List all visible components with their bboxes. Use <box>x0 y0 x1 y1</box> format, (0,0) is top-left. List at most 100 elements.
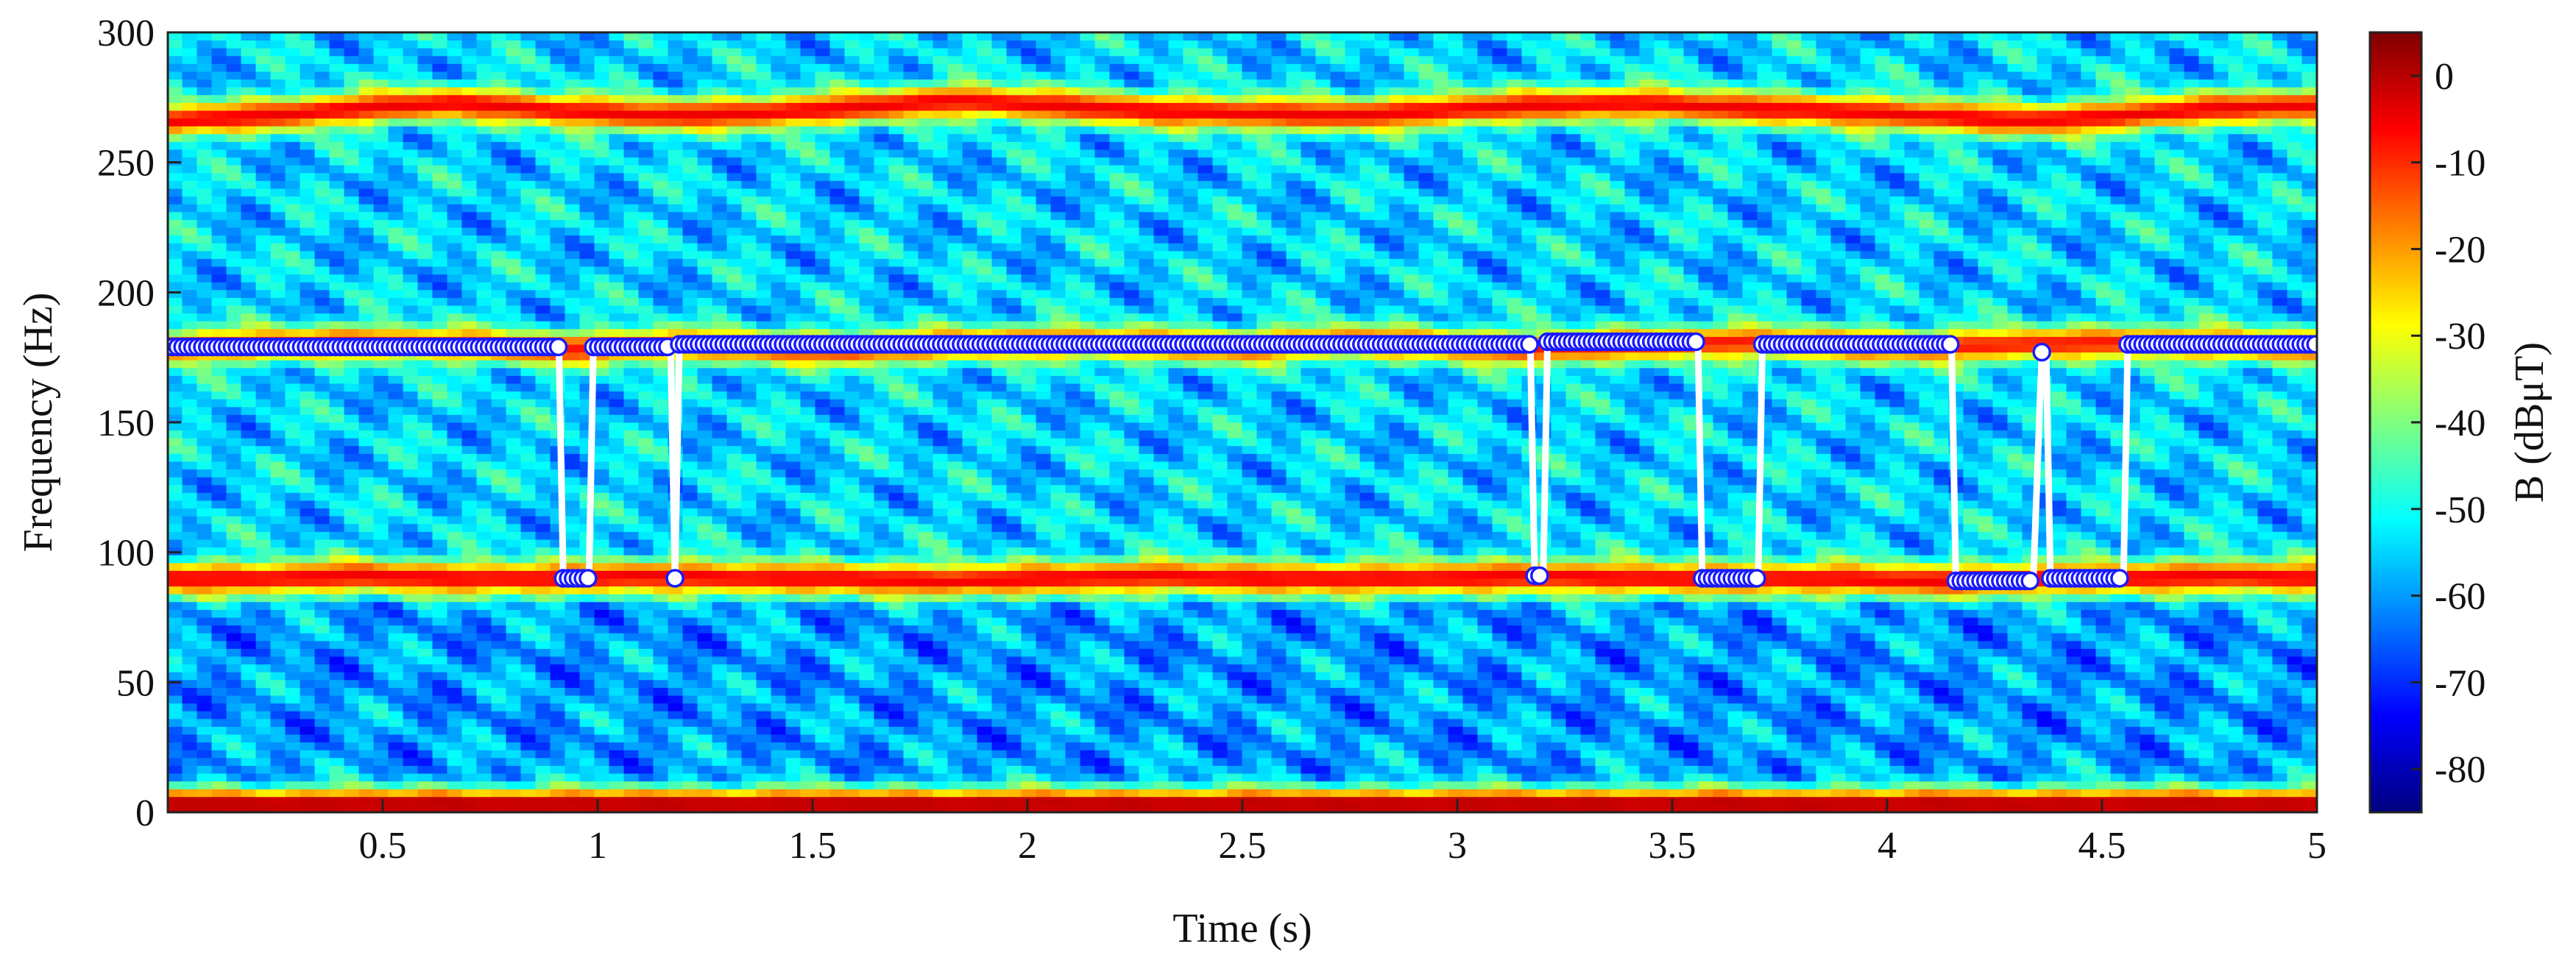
heatmap-cell <box>741 515 757 525</box>
heatmap-cell <box>255 149 272 158</box>
heatmap-cell <box>197 297 213 306</box>
heatmap-cell <box>270 476 286 486</box>
heatmap-cell <box>329 803 345 812</box>
heatmap-cell <box>461 508 478 517</box>
heatmap-cell <box>241 250 257 259</box>
heatmap-cell <box>300 258 316 267</box>
heatmap-cell <box>726 578 743 587</box>
heatmap-cell <box>358 796 375 805</box>
heatmap-cell <box>241 788 257 798</box>
heatmap-cell <box>373 149 389 158</box>
heatmap-cell <box>535 141 551 150</box>
heatmap-cell <box>771 149 787 158</box>
heatmap-cell <box>579 250 595 259</box>
heatmap-cell <box>358 406 375 415</box>
heatmap-cell <box>653 71 669 80</box>
heatmap-cell <box>314 266 330 275</box>
heatmap-cell <box>182 406 198 415</box>
heatmap-cell <box>697 180 713 189</box>
heatmap-cell <box>270 695 286 704</box>
heatmap-cell <box>844 539 860 548</box>
heatmap-cell <box>829 281 846 291</box>
heatmap-cell <box>668 671 684 681</box>
heatmap-cell <box>609 515 625 525</box>
heatmap-cell <box>638 608 654 618</box>
heatmap-cell <box>417 578 434 587</box>
heatmap-cell <box>638 359 654 369</box>
heatmap-cell <box>874 180 890 189</box>
heatmap-cell <box>874 320 890 330</box>
heatmap-cell <box>403 664 419 672</box>
heatmap-cell <box>859 180 875 189</box>
heatmap-cell <box>314 671 330 681</box>
heatmap-cell <box>168 601 183 610</box>
heatmap-cell <box>888 430 905 439</box>
heatmap-cell <box>329 289 345 298</box>
heatmap-cell <box>285 523 301 532</box>
heatmap-cell <box>182 413 198 423</box>
heatmap-cell <box>874 55 890 64</box>
heatmap-cell <box>226 803 242 812</box>
heatmap-cell <box>314 102 330 111</box>
heatmap-cell <box>388 227 404 236</box>
heatmap-cell <box>756 601 772 610</box>
heatmap-cell <box>373 188 389 197</box>
heatmap-cell <box>756 110 772 119</box>
heatmap-cell <box>520 359 537 369</box>
heatmap-cell <box>550 554 566 564</box>
heatmap-cell <box>888 250 905 259</box>
heatmap-cell <box>211 476 227 486</box>
heatmap-cell <box>182 352 198 361</box>
heatmap-cell <box>403 530 419 540</box>
heatmap-cell <box>697 281 713 291</box>
heatmap-cell <box>594 664 610 672</box>
heatmap-cell <box>579 476 595 486</box>
heatmap-cell <box>800 437 816 447</box>
heatmap-cell <box>388 734 404 743</box>
heatmap-cell <box>241 125 257 135</box>
heatmap-cell <box>712 640 728 649</box>
heatmap-cell <box>226 539 242 548</box>
heatmap-cell <box>756 617 772 626</box>
heatmap-cell <box>726 164 743 174</box>
heatmap-cell <box>344 710 360 720</box>
heatmap-cell <box>815 40 831 49</box>
heatmap-cell <box>697 569 713 579</box>
heatmap-cell <box>461 211 478 220</box>
heatmap-cell <box>211 686 227 696</box>
heatmap-cell <box>300 554 316 564</box>
heatmap-cell <box>844 656 860 665</box>
heatmap-cell <box>285 656 301 665</box>
heatmap-cell <box>182 803 198 812</box>
heatmap-cell <box>756 211 772 220</box>
heatmap-cell <box>270 608 286 618</box>
heatmap-cell <box>461 515 478 525</box>
heatmap-cell <box>373 79 389 88</box>
heatmap-cell <box>623 593 640 603</box>
heatmap-cell <box>226 773 242 782</box>
heatmap-cell <box>682 274 698 283</box>
heatmap-cell <box>300 608 316 618</box>
heatmap-cell <box>874 413 890 423</box>
heatmap-cell <box>712 367 728 376</box>
heatmap-cell <box>579 375 595 384</box>
heatmap-cell <box>609 40 625 49</box>
heatmap-cell <box>358 484 375 493</box>
heatmap-cell <box>638 164 654 174</box>
heatmap-cell <box>771 79 787 88</box>
heatmap-cell <box>211 125 227 135</box>
heatmap-cell <box>815 586 831 594</box>
heatmap-cell <box>756 289 772 298</box>
heatmap-cell <box>638 803 654 812</box>
heatmap-cell <box>653 625 669 633</box>
heatmap-cell <box>447 110 463 119</box>
heatmap-cell <box>255 219 272 228</box>
heatmap-cell <box>506 141 522 150</box>
heatmap-cell <box>859 437 875 447</box>
heatmap-cell <box>182 647 198 657</box>
heatmap-cell <box>800 359 816 369</box>
heatmap-cell <box>815 164 831 174</box>
heatmap-cell <box>314 133 330 142</box>
heatmap-cell <box>270 157 286 166</box>
heatmap-cell <box>771 656 787 665</box>
